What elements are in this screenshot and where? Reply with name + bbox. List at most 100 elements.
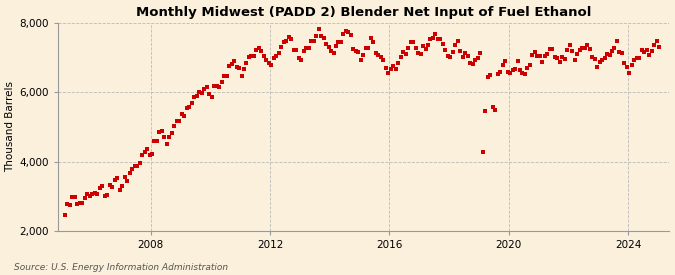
- Point: [654, 45, 665, 50]
- Point: [134, 161, 145, 166]
- Point: [472, 56, 483, 61]
- Point: [194, 90, 205, 94]
- Point: [495, 70, 506, 74]
- Point: [644, 53, 655, 57]
- Text: Source: U.S. Energy Information Administration: Source: U.S. Energy Information Administ…: [14, 263, 227, 272]
- Point: [248, 54, 259, 58]
- Point: [251, 48, 262, 53]
- Point: [547, 47, 558, 51]
- Point: [318, 36, 329, 40]
- Point: [316, 34, 327, 38]
- Point: [236, 74, 247, 79]
- Point: [346, 33, 356, 37]
- Point: [542, 52, 553, 56]
- Point: [517, 71, 528, 75]
- Point: [365, 36, 376, 40]
- Point: [189, 95, 200, 99]
- Point: [554, 60, 565, 64]
- Point: [278, 40, 289, 45]
- Point: [149, 139, 160, 144]
- Point: [576, 45, 587, 50]
- Point: [171, 119, 182, 123]
- Point: [594, 60, 605, 64]
- Point: [514, 68, 525, 72]
- Point: [306, 39, 317, 43]
- Point: [437, 42, 448, 46]
- Point: [286, 37, 296, 41]
- Point: [298, 48, 309, 53]
- Point: [321, 42, 331, 46]
- Point: [371, 51, 381, 55]
- Point: [129, 164, 140, 169]
- Point: [276, 44, 287, 49]
- Point: [425, 37, 436, 41]
- Point: [72, 202, 83, 207]
- Point: [281, 39, 292, 43]
- Title: Monthly Midwest (PADD 2) Blender Net Input of Fuel Ethanol: Monthly Midwest (PADD 2) Blender Net Inp…: [136, 6, 591, 18]
- Point: [510, 66, 520, 71]
- Point: [450, 43, 461, 48]
- Point: [485, 73, 495, 77]
- Point: [335, 39, 346, 44]
- Point: [331, 44, 342, 48]
- Point: [182, 106, 192, 110]
- Point: [632, 56, 643, 60]
- Point: [430, 32, 441, 37]
- Point: [271, 54, 281, 59]
- Point: [582, 43, 593, 47]
- Point: [360, 46, 371, 51]
- Point: [127, 167, 138, 171]
- Point: [303, 46, 314, 51]
- Point: [124, 170, 135, 175]
- Point: [373, 53, 383, 57]
- Point: [313, 27, 324, 31]
- Point: [524, 63, 535, 67]
- Point: [443, 54, 454, 58]
- Point: [211, 83, 222, 88]
- Point: [266, 62, 277, 67]
- Point: [452, 39, 463, 43]
- Point: [74, 200, 85, 205]
- Point: [557, 54, 568, 59]
- Point: [328, 51, 339, 55]
- Y-axis label: Thousand Barrels: Thousand Barrels: [5, 81, 16, 172]
- Point: [616, 50, 627, 55]
- Point: [201, 85, 212, 89]
- Point: [587, 54, 597, 59]
- Point: [460, 51, 470, 55]
- Point: [465, 61, 476, 65]
- Point: [97, 184, 107, 188]
- Point: [164, 135, 175, 139]
- Point: [122, 179, 132, 184]
- Point: [647, 48, 657, 53]
- Point: [136, 153, 147, 158]
- Point: [487, 104, 498, 109]
- Point: [433, 37, 443, 41]
- Point: [261, 58, 272, 62]
- Point: [475, 51, 485, 56]
- Point: [572, 51, 583, 56]
- Point: [462, 54, 473, 58]
- Point: [480, 108, 491, 113]
- Point: [597, 58, 608, 62]
- Point: [191, 94, 202, 98]
- Point: [89, 191, 100, 196]
- Point: [142, 146, 153, 151]
- Point: [333, 40, 344, 45]
- Point: [415, 52, 426, 56]
- Point: [273, 51, 284, 56]
- Point: [176, 112, 187, 117]
- Point: [216, 80, 227, 84]
- Point: [535, 54, 545, 59]
- Point: [497, 62, 508, 67]
- Point: [238, 66, 249, 71]
- Point: [400, 52, 411, 57]
- Point: [159, 135, 170, 139]
- Point: [458, 55, 468, 59]
- Point: [246, 54, 257, 58]
- Point: [629, 58, 640, 62]
- Point: [398, 50, 408, 54]
- Point: [363, 46, 374, 50]
- Point: [641, 48, 652, 52]
- Point: [219, 74, 230, 78]
